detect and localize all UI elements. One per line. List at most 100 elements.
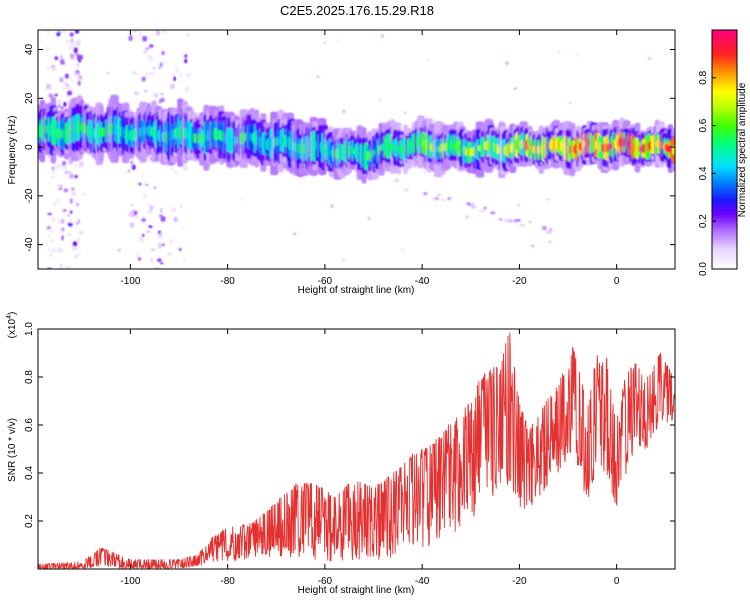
spectrogram-cell bbox=[171, 72, 174, 75]
spectrogram-cell bbox=[68, 90, 72, 96]
spectrogram-cell bbox=[127, 169, 131, 174]
spectrogram-cell bbox=[51, 248, 56, 253]
spectrogram-cell bbox=[184, 58, 188, 64]
spectrogram-cell bbox=[479, 209, 486, 213]
colorbar-tick-label: 0.8 bbox=[698, 70, 709, 84]
spectrogram-cell bbox=[471, 205, 477, 209]
spectrogram-cells bbox=[38, 30, 675, 269]
spectrogram-cell bbox=[174, 170, 178, 174]
spectrogram-cell bbox=[141, 76, 146, 81]
spectrogram-cell bbox=[156, 30, 160, 36]
spectrogram-cell bbox=[68, 170, 71, 174]
spectrogram-cell bbox=[148, 55, 153, 61]
snr-frame bbox=[37, 328, 676, 570]
spectrogram-cell bbox=[78, 253, 81, 257]
snr-x-ticks: -100 -80 -60 -40 -20 0 bbox=[120, 329, 620, 587]
colorbar-ticks: 0.0 0.2 0.4 0.6 0.8 bbox=[698, 70, 716, 276]
spectrogram-x-axis-label: Height of straight line (km) bbox=[298, 285, 415, 296]
spectrogram-y-tick-label: -20 bbox=[24, 188, 35, 203]
spectrogram-cell bbox=[129, 160, 134, 165]
spectrogram-cell bbox=[47, 155, 50, 159]
spectrogram-cell bbox=[186, 73, 191, 78]
spectrogram-y-tick-label: 20 bbox=[24, 92, 35, 104]
spectrogram-cell bbox=[546, 198, 550, 201]
spectrogram-cell bbox=[57, 174, 60, 178]
snr-y-tick-label: 0.4 bbox=[24, 466, 35, 480]
spectrogram-cell bbox=[158, 93, 163, 96]
spectrogram-cell bbox=[180, 203, 183, 209]
spectrogram-cell bbox=[74, 162, 77, 168]
spectrogram-cell bbox=[60, 218, 65, 224]
spectrogram-cell bbox=[426, 58, 429, 62]
colorbar: 0.0 0.2 0.4 0.6 0.8 Normalized spectral ampl… bbox=[698, 29, 748, 276]
spectrogram-cell bbox=[160, 235, 163, 239]
spectrogram-cell bbox=[78, 75, 83, 80]
spectrogram-cell bbox=[142, 36, 148, 42]
spectrogram-cell bbox=[403, 188, 409, 192]
spectrogram-cell bbox=[81, 193, 85, 196]
spectrogram-cell bbox=[59, 263, 63, 269]
spectrogram-cell bbox=[441, 198, 446, 202]
colorbar-gradient bbox=[711, 29, 738, 270]
spectrogram-cell bbox=[170, 164, 173, 171]
spectrogram-cell bbox=[130, 203, 134, 207]
spectrogram-cell bbox=[342, 258, 345, 262]
spectrogram-cell bbox=[147, 203, 151, 208]
spectrogram-cell bbox=[154, 186, 157, 189]
spectrogram-cell bbox=[70, 53, 75, 59]
spectrogram-cell bbox=[142, 195, 147, 198]
spectrogram-cell bbox=[53, 202, 58, 206]
spectrogram-cell bbox=[57, 218, 61, 223]
spectrogram-cell bbox=[71, 190, 77, 196]
spectrogram-cell bbox=[61, 227, 65, 232]
spectrogram-cell bbox=[141, 218, 146, 222]
spectrogram-cell bbox=[173, 216, 178, 223]
spectrogram-cell bbox=[145, 47, 150, 50]
spectrogram-cell bbox=[152, 266, 158, 269]
spectrogram-cell bbox=[78, 231, 83, 234]
spectrogram-cell bbox=[436, 193, 442, 197]
spectrogram-y-tick-label: 40 bbox=[24, 44, 35, 56]
spectrogram-cell bbox=[330, 204, 334, 209]
spectrogram-cell bbox=[51, 216, 55, 222]
spectrogram-cell bbox=[162, 30, 167, 34]
spectrogram-cell bbox=[67, 213, 70, 217]
snr-y-axis-label: SNR (10 * v/v) bbox=[7, 418, 18, 482]
spectrogram-cell bbox=[74, 174, 78, 179]
spectrogram-cell bbox=[183, 259, 186, 263]
spectrogram-cell bbox=[378, 98, 382, 102]
spectrogram-cell bbox=[50, 230, 54, 234]
spectrogram-cell bbox=[66, 265, 71, 269]
spectrogram-cell bbox=[394, 179, 400, 182]
spectrogram-cell bbox=[182, 227, 185, 231]
spectrogram-cell bbox=[175, 67, 179, 73]
spectrogram-cell bbox=[54, 93, 58, 97]
spectrogram-cell bbox=[51, 166, 55, 171]
spectrogram-cell bbox=[144, 183, 149, 186]
spectrogram-cell bbox=[66, 39, 69, 45]
snr-panel: -100 -80 -60 -40 -20 0 0.2 0.4 0.6 0.8 1.0 Height… bbox=[6, 312, 676, 596]
spectrogram-cell bbox=[498, 218, 503, 221]
spectrogram-cell bbox=[179, 71, 182, 78]
spectrogram-cell bbox=[67, 233, 72, 236]
spectrogram-cell bbox=[516, 218, 521, 222]
spectrogram-cell bbox=[70, 77, 73, 83]
spectrogram-y-tick-label: 0 bbox=[24, 144, 35, 150]
spectrogram-cell bbox=[73, 254, 78, 259]
spectrogram-cell bbox=[154, 92, 158, 98]
snr-x-axis-label: Height of straight line (km) bbox=[298, 585, 415, 596]
spectrogram-cell bbox=[76, 40, 81, 46]
spectrogram-cell bbox=[60, 106, 64, 110]
spectrogram-cell bbox=[69, 173, 74, 179]
spectrogram-cell bbox=[131, 164, 136, 170]
spectrogram-y-axis-label: Frequency (Hz) bbox=[7, 116, 18, 185]
snr-x-tick-label: -80 bbox=[220, 576, 235, 587]
spectrogram-cell bbox=[141, 233, 145, 238]
spectrogram-cell bbox=[129, 210, 134, 217]
spectrogram-cell bbox=[148, 208, 153, 214]
spectrogram-cell bbox=[517, 203, 520, 207]
spectrogram-cell bbox=[170, 84, 175, 89]
spectrogram-cell bbox=[57, 197, 61, 202]
